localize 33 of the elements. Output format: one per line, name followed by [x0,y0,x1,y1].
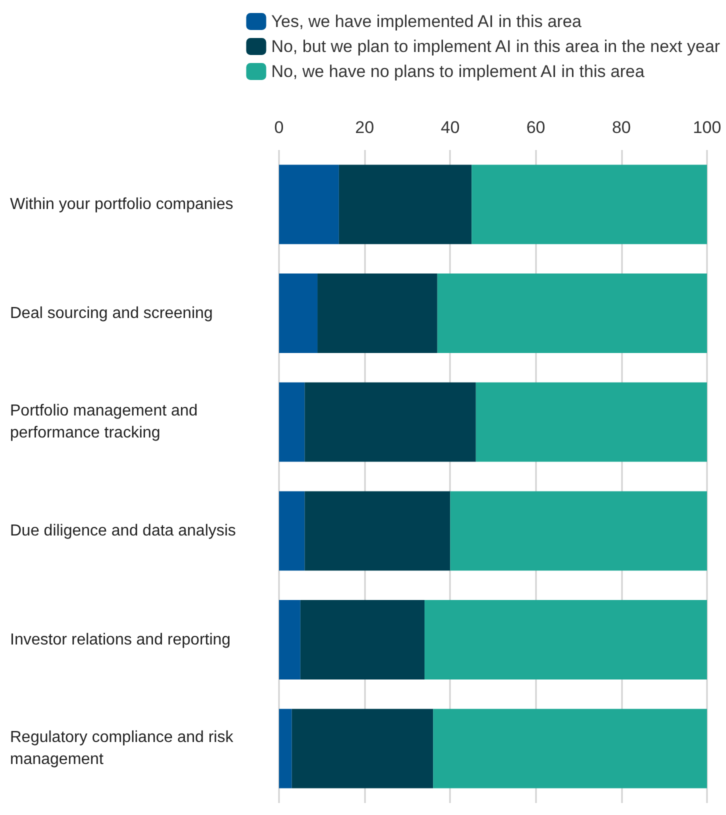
bar [304,382,476,462]
bar [318,274,438,353]
bar [300,600,425,680]
bar [292,708,434,788]
bar [279,382,305,462]
x-tick-label: 20 [355,118,374,137]
legend-label: No, we have no plans to implement AI in this area [271,62,646,81]
y-tick-label: Due diligence and data analysis [10,522,236,540]
x-tick-label: 80 [612,118,631,137]
bar [338,164,472,244]
legend-label: No, but we plan to implement AI in this area in the next year [271,37,720,56]
legend-label: Yes, we have implemented AI in this area [271,12,582,31]
bar [476,382,707,462]
y-tick-label: Regulatory compliance and risk management [10,729,238,768]
bar [472,164,707,244]
x-tick-label: 100 [692,118,722,137]
y-tick-label: Within your portfolio companies [10,196,234,213]
bar [433,708,707,788]
y-tick-label: Investor relations and reporting [10,631,231,648]
bar [279,164,339,244]
x-tick-label: 60 [526,118,546,137]
bar [279,274,318,353]
bar [424,600,707,680]
bar [279,708,292,788]
bar [304,491,450,571]
y-tick-label: Deal sourcing and screening [10,304,213,322]
y-tick-label: Portfolio management and performance tracking [10,402,202,442]
bar [437,274,707,353]
bar [279,491,305,571]
bar [279,600,300,680]
x-tick-label: 0 [274,118,284,137]
x-tick-label: 40 [440,118,460,137]
bar [450,491,707,571]
